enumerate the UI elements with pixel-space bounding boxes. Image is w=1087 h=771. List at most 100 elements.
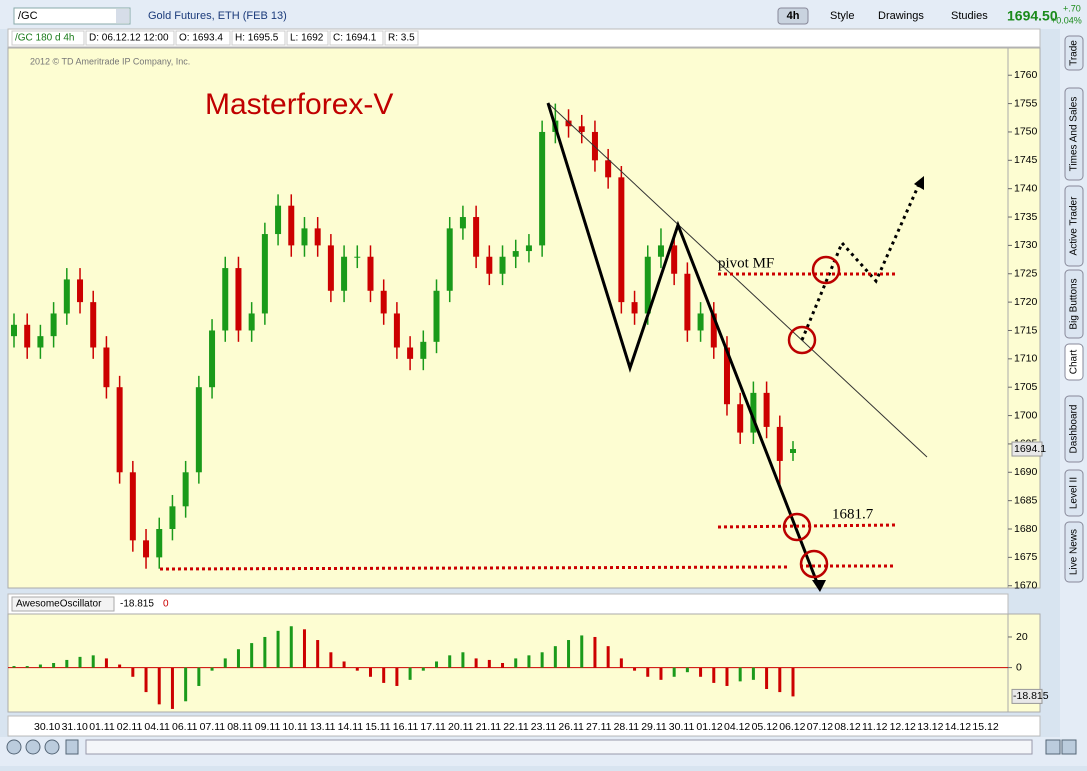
candle-body bbox=[103, 347, 110, 388]
arrow-head bbox=[914, 176, 924, 190]
candle-body bbox=[341, 256, 348, 291]
side-tab-label[interactable]: Dashboard bbox=[1069, 405, 1080, 454]
zoom-in-button[interactable] bbox=[25, 739, 41, 755]
oscillator-bar bbox=[12, 666, 16, 668]
info-cell bbox=[231, 30, 286, 46]
symbol[interactable]: /GC bbox=[18, 10, 38, 22]
x-tick-label: 07.11 bbox=[200, 721, 226, 733]
zoom-out-button[interactable] bbox=[44, 739, 60, 755]
trend-line bbox=[547, 102, 928, 458]
oscillator-bar bbox=[395, 667, 399, 686]
side-tab[interactable] bbox=[1064, 521, 1084, 583]
style-button[interactable]: Style bbox=[830, 10, 854, 22]
symbol-input[interactable] bbox=[13, 7, 131, 25]
candle-body bbox=[129, 472, 136, 541]
side-tab-label[interactable]: Times And Sales bbox=[1069, 97, 1080, 172]
candle-body bbox=[209, 330, 216, 388]
info-item: L: 1692 bbox=[290, 33, 324, 44]
x-tick-label: 13.11 bbox=[310, 721, 336, 733]
y-tick-label: 1735 bbox=[1014, 211, 1038, 223]
side-tab[interactable] bbox=[1064, 395, 1084, 463]
oscillator-bar bbox=[633, 667, 637, 671]
candle-body bbox=[143, 540, 150, 558]
x-tick-label: 23.11 bbox=[531, 721, 557, 733]
circle-mark bbox=[782, 512, 812, 542]
oscillator-bar bbox=[382, 667, 386, 683]
info-cell bbox=[85, 30, 175, 46]
oscillator-bar bbox=[685, 667, 689, 673]
arrow-head bbox=[812, 580, 826, 592]
side-tab[interactable] bbox=[1064, 343, 1084, 381]
tool-button[interactable] bbox=[65, 739, 79, 755]
candle-body bbox=[275, 205, 282, 235]
x-tick-label: 26.11 bbox=[558, 721, 584, 733]
scroll-button[interactable] bbox=[1061, 739, 1077, 755]
side-tab[interactable] bbox=[1064, 469, 1084, 517]
oscillator-bar bbox=[461, 652, 465, 668]
annotation: 1681.7 bbox=[832, 506, 874, 522]
info-cell bbox=[175, 30, 231, 46]
side-tab[interactable] bbox=[1064, 35, 1084, 71]
symbol-dropdown[interactable] bbox=[116, 9, 129, 23]
x-tick-label: 22.11 bbox=[503, 721, 529, 733]
pan-button[interactable] bbox=[6, 739, 22, 755]
oscillator-bar bbox=[474, 658, 478, 668]
side-tab[interactable] bbox=[1064, 185, 1084, 267]
candle-body bbox=[459, 217, 466, 229]
side-tab-label[interactable]: Live News bbox=[1069, 529, 1080, 575]
drawings-button[interactable]: Drawings bbox=[878, 10, 924, 22]
candle-body bbox=[684, 273, 691, 331]
candle-body bbox=[618, 177, 625, 303]
side-tab-label[interactable]: Chart bbox=[1069, 350, 1080, 375]
oscillator-bar bbox=[487, 659, 491, 668]
aggregation-button[interactable] bbox=[777, 7, 809, 25]
candles bbox=[11, 103, 796, 569]
value-tag bbox=[1011, 688, 1043, 704]
side-tab-label[interactable]: Trade bbox=[1069, 40, 1080, 66]
oscillator-bar bbox=[78, 656, 82, 668]
time-axis bbox=[7, 715, 1041, 737]
oscillator-bar bbox=[659, 667, 663, 680]
oscillator-bar bbox=[223, 658, 227, 668]
scrollbar[interactable] bbox=[85, 739, 1033, 755]
info-item: D: 06.12.12 12:00 bbox=[89, 33, 169, 44]
candle-body bbox=[380, 290, 387, 314]
candle-body bbox=[222, 268, 229, 331]
candle-body bbox=[116, 387, 123, 473]
candle-body bbox=[710, 313, 717, 348]
oscillator-bar bbox=[131, 667, 135, 677]
info-item: R: 3.5 bbox=[388, 33, 415, 44]
y-tick-label: 0 bbox=[1016, 661, 1022, 673]
candle-body bbox=[169, 506, 176, 530]
side-tab-label[interactable]: Level II bbox=[1069, 477, 1080, 509]
candle-body bbox=[525, 245, 532, 252]
change: +.70 bbox=[1063, 3, 1081, 13]
candle-body bbox=[37, 336, 44, 348]
zigzag bbox=[546, 102, 820, 586]
oscillator-bar bbox=[144, 667, 148, 693]
side-tab[interactable] bbox=[1064, 87, 1084, 181]
y-tick-label: 1745 bbox=[1014, 154, 1038, 166]
side-tab-label[interactable]: Big Buttons bbox=[1069, 278, 1080, 329]
oscillator-bar bbox=[501, 663, 505, 668]
oscillator-bar bbox=[606, 646, 610, 668]
y-tick-label: 1690 bbox=[1014, 466, 1038, 478]
x-tick-label: 11.12 bbox=[862, 721, 888, 733]
side-tab-label[interactable]: Active Trader bbox=[1069, 196, 1080, 256]
oscillator-bar bbox=[157, 667, 161, 705]
oscillator-bar bbox=[738, 667, 742, 682]
scroll-button[interactable] bbox=[1045, 739, 1061, 755]
candle-body bbox=[446, 228, 453, 291]
studies-button[interactable]: Studies bbox=[951, 10, 988, 22]
aggregation[interactable]: 4h bbox=[787, 10, 800, 22]
y-tick-label: 1670 bbox=[1014, 580, 1038, 592]
oscillator-bar bbox=[25, 666, 29, 668]
study-name-box[interactable] bbox=[11, 596, 115, 612]
oscillator-bar bbox=[289, 626, 293, 668]
oscillator-bar bbox=[567, 640, 571, 668]
study-name[interactable]: AwesomeOscillator bbox=[16, 599, 102, 610]
side-tab[interactable] bbox=[1064, 269, 1084, 339]
circle-mark bbox=[787, 325, 817, 355]
